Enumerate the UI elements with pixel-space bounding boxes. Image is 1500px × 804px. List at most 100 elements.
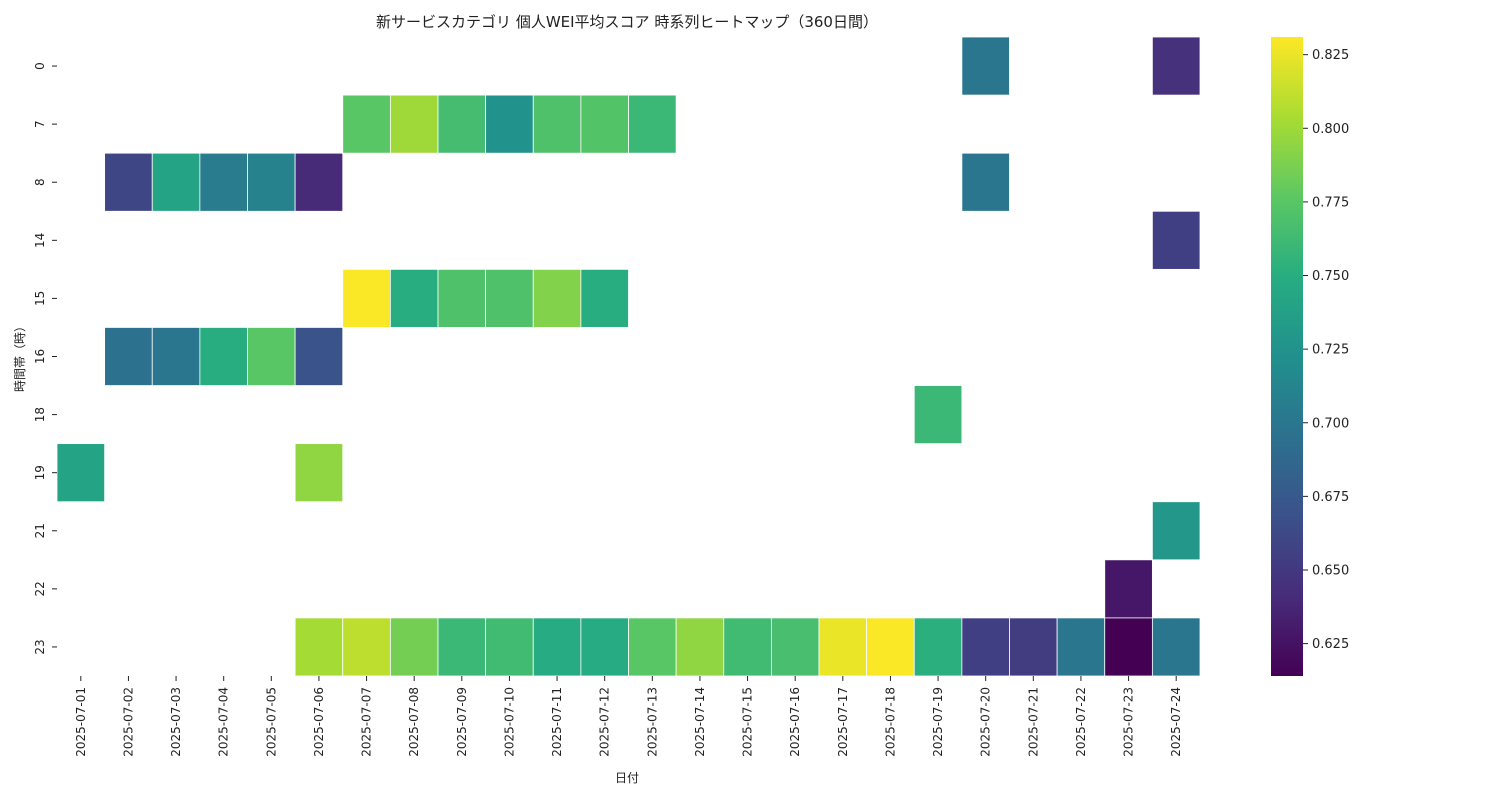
colorbar-tick-label: 0.750 [1312,269,1349,284]
x-tick-label: 2025-07-15 [741,687,755,757]
colorbar-tick-label: 0.825 [1312,48,1349,63]
x-tick-label: 2025-07-05 [264,687,278,757]
y-tick-label: 21 [33,523,47,538]
y-tick-label: 18 [33,407,47,422]
heatmap-cell [1151,501,1201,561]
heatmap-cell [580,268,629,328]
heatmap-cell [1104,559,1153,619]
heatmap-cell [199,327,248,386]
heatmap-cell [1056,617,1106,677]
heatmap-cell [1151,617,1201,677]
x-tick-label: 2025-07-06 [312,687,326,757]
y-tick-label: 19 [33,465,47,480]
heatmap-cell [866,617,915,677]
x-tick-label: 2025-07-20 [979,687,993,757]
heatmap-cell [1151,36,1201,96]
x-tick-label: 2025-07-11 [550,687,564,757]
heatmap-cell [294,327,344,386]
heatmap-cell [675,617,725,677]
heatmap-cell [961,152,1010,212]
heatmap-cell [151,327,201,386]
x-tick-label: 2025-07-19 [931,687,945,757]
x-tick-label: 2025-07-18 [883,687,897,757]
heatmap-cell [532,617,582,677]
x-tick-label: 2025-07-10 [502,687,516,757]
heatmap-cell [437,617,487,677]
heatmap-cell [913,617,963,677]
heatmap-cell [342,617,391,677]
heatmap-cell [247,327,296,386]
y-tick-label: 22 [33,581,47,596]
heatmap-cell [580,617,629,677]
colorbar: 0.625 0.650 0.675 0.700 0.725 0.750 0.775 0.800… [1271,37,1349,676]
heatmap-cell [628,94,677,154]
heatmap-cell [628,617,677,677]
x-tick-label: 2025-07-23 [1122,687,1136,757]
heatmap-cell [294,443,344,503]
y-tick-label: 7 [33,120,47,128]
heatmap-cell [485,617,534,677]
colorbar-gradient [1271,37,1303,676]
colorbar-tick-label: 0.700 [1312,416,1349,431]
heatmap-cell [532,94,582,154]
x-tick-label: 2025-07-12 [598,687,612,757]
y-axis-label: 時間帯（時） [13,320,27,392]
x-tick-label: 2025-07-21 [1026,687,1040,757]
y-axis-ticks: 0 7 8 14 15 16 18 19 21 22 23 [33,62,57,655]
heatmap-cell [770,617,820,677]
x-tick-label: 2025-07-04 [217,687,231,757]
y-tick-label: 0 [33,62,47,70]
colorbar-tick-label: 0.800 [1312,122,1349,137]
heatmap-cell [389,94,439,154]
x-tick-label: 2025-07-08 [407,687,421,757]
heatmap-cell [532,268,582,328]
heatmap-cell [961,617,1010,677]
y-tick-label: 14 [33,233,47,248]
heatmap-cell [247,152,296,212]
colorbar-tick-label: 0.650 [1312,563,1349,578]
x-tick-label: 2025-07-17 [836,687,850,757]
chart-title: 新サービスカテゴリ 個人WEI平均スコア 時系列ヒートマップ（360日間） [376,13,878,31]
x-tick-label: 2025-07-03 [169,687,183,757]
heatmap-cell [913,385,963,445]
y-tick-label: 15 [33,291,47,306]
x-tick-label: 2025-07-13 [645,687,659,757]
heatmap-cell [485,94,534,154]
x-tick-label: 2025-07-14 [693,687,707,757]
heatmap-cell [199,152,248,212]
heatmap-cell [961,36,1010,96]
colorbar-tick-label: 0.625 [1312,637,1349,652]
heatmap-cells [56,36,1201,677]
heatmap-cell [723,617,772,677]
heatmap-cell [342,268,391,328]
heatmap-cell [437,268,487,328]
x-tick-label: 2025-07-24 [1169,687,1183,757]
heatmap-cell [1104,617,1153,677]
heatmap-cell [437,94,487,154]
x-axis-ticks: 2025-07-01 2025-07-02 2025-07-03 2025-07-04… [74,676,1183,757]
x-tick-label: 2025-07-22 [1074,687,1088,757]
heatmap-cell [294,152,344,212]
heatmap-cell [342,94,391,154]
x-tick-label: 2025-07-07 [360,687,374,757]
heatmap-cell [818,617,868,677]
heatmap-cell [104,327,153,386]
heatmap-cell [485,268,534,328]
heatmap-cell [1009,617,1058,677]
x-tick-label: 2025-07-09 [455,687,469,757]
x-tick-label: 2025-07-01 [74,687,88,757]
x-tick-label: 2025-07-02 [121,687,135,757]
heatmap-cell [1151,210,1201,270]
colorbar-tick-label: 0.725 [1312,343,1349,358]
heatmap-cell [104,152,153,212]
heatmap-cell [294,617,344,677]
y-tick-label: 16 [33,349,47,364]
y-tick-label: 8 [33,178,47,186]
colorbar-tick-label: 0.675 [1312,490,1349,505]
heatmap-cell [151,152,201,212]
heatmap-cell [389,268,439,328]
x-axis-label: 日付 [615,771,639,785]
heatmap-cell [56,443,106,503]
